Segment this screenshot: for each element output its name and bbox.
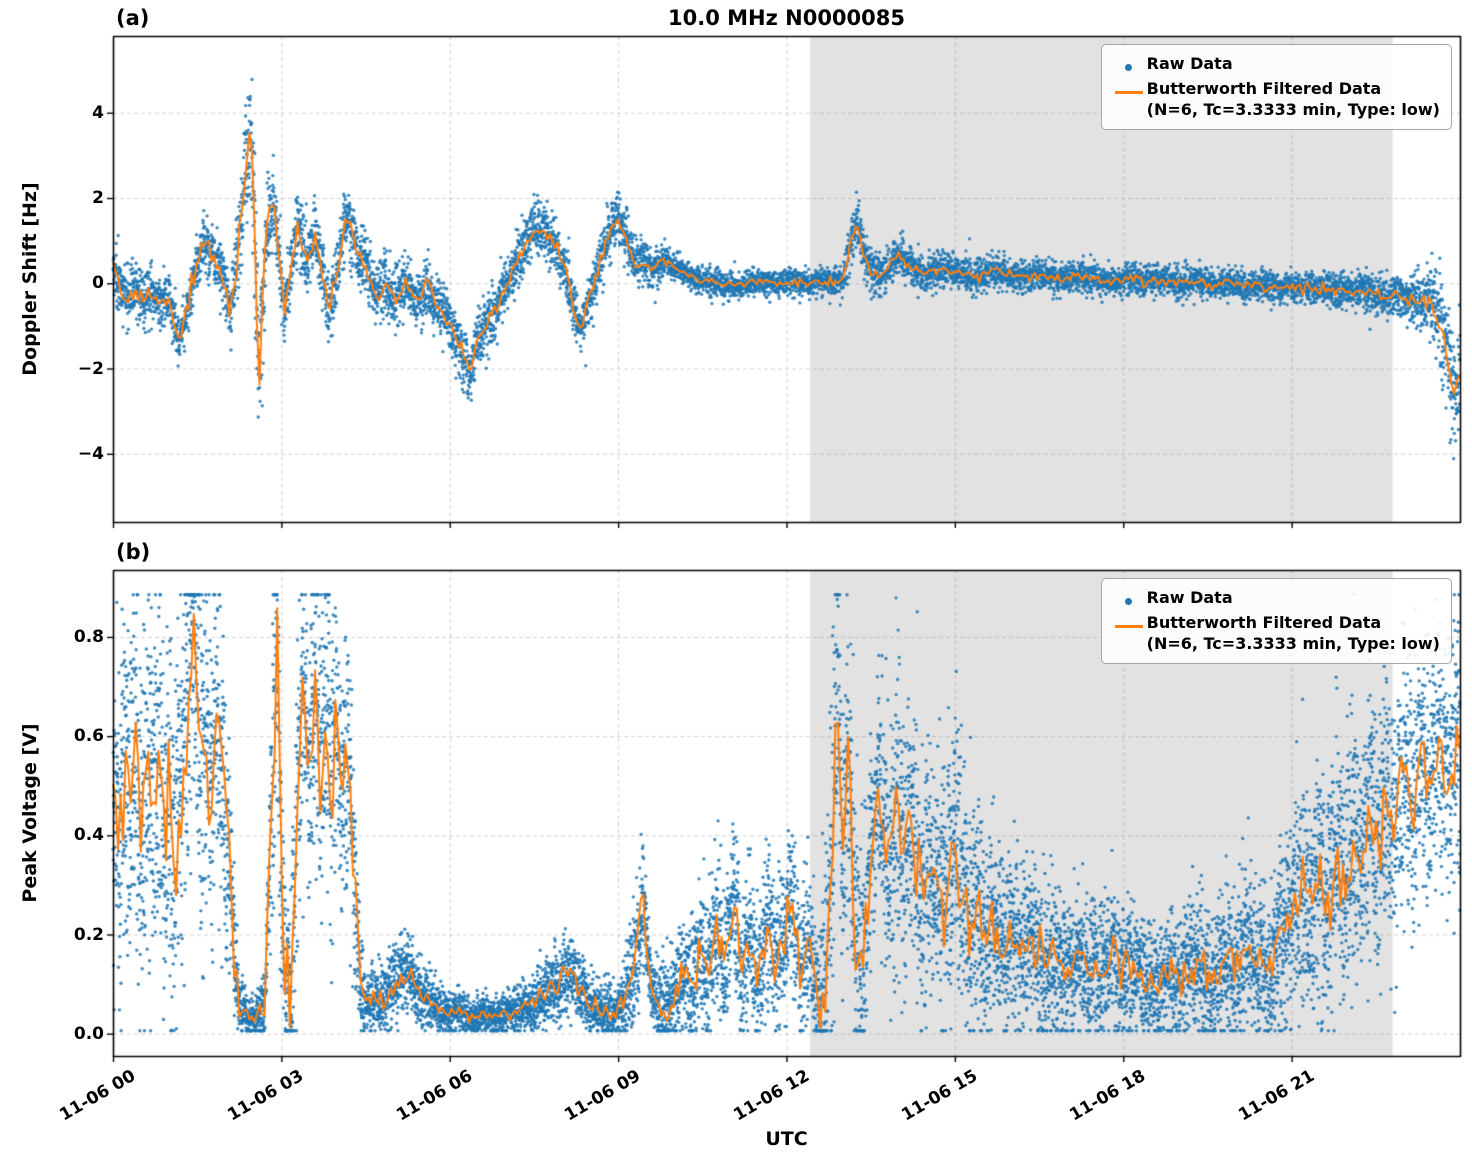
x-axis-label: UTC bbox=[765, 1128, 808, 1150]
y-tick-label: 4 bbox=[92, 102, 104, 123]
y-tick-label: 0 bbox=[92, 273, 104, 294]
filtered-line-icon bbox=[1114, 624, 1143, 628]
legend-panel-b: Raw Data Butterworth Filtered Data (N=6,… bbox=[1100, 578, 1452, 665]
legend-row-filtered: Butterworth Filtered Data (N=6, Tc=3.333… bbox=[1111, 79, 1440, 121]
y-tick-label: 0.0 bbox=[73, 1023, 104, 1044]
y-tick-label: 0.2 bbox=[73, 924, 104, 945]
legend-filtered-sublabel: (N=6, Tc=3.3333 min, Type: low) bbox=[1146, 633, 1440, 653]
y-tick-label: 0.8 bbox=[73, 626, 104, 647]
legend-filtered-label: Butterworth Filtered Data bbox=[1146, 612, 1382, 632]
panel-b-label: (b) bbox=[116, 540, 151, 564]
raw-data-dot-icon bbox=[1125, 598, 1133, 605]
filtered-line-icon bbox=[1114, 90, 1143, 94]
y-tick-label: 2 bbox=[92, 188, 104, 208]
legend-filtered-label: Butterworth Filtered Data bbox=[1146, 78, 1382, 98]
y-axis-label-doppler: Doppler Shift [Hz] bbox=[19, 182, 41, 376]
legend-row-filtered: Butterworth Filtered Data (N=6, Tc=3.333… bbox=[1111, 613, 1440, 655]
y-tick-label: −2 bbox=[77, 358, 104, 379]
raw-data-dot-icon bbox=[1125, 64, 1133, 71]
legend-panel-a: Raw Data Butterworth Filtered Data (N=6,… bbox=[1100, 44, 1452, 131]
y-tick-label: −4 bbox=[77, 443, 104, 464]
figure-title: 10.0 MHz N0000085 bbox=[668, 6, 905, 30]
y-tick-label: 0.6 bbox=[73, 726, 104, 747]
legend-raw-data-label: Raw Data bbox=[1146, 54, 1233, 73]
legend-filtered-sublabel: (N=6, Tc=3.3333 min, Type: low) bbox=[1146, 99, 1440, 119]
y-axis-label-voltage: Peak Voltage [V] bbox=[19, 723, 41, 903]
legend-raw-data-label: Raw Data bbox=[1146, 588, 1233, 607]
legend-row-raw: Raw Data bbox=[1111, 588, 1440, 612]
y-tick-label: 0.4 bbox=[73, 825, 104, 846]
legend-row-raw: Raw Data bbox=[1111, 54, 1440, 78]
panel-a-label: (a) bbox=[116, 6, 150, 30]
